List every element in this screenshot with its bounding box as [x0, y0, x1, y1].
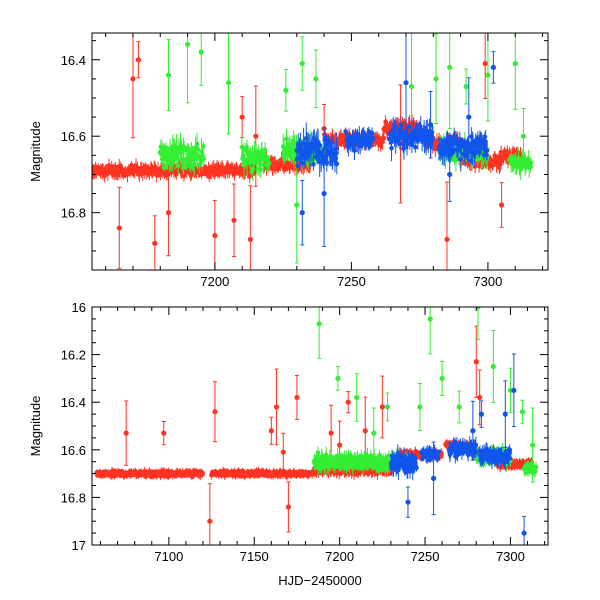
data-point — [262, 147, 268, 153]
outlier-point — [498, 202, 505, 208]
outlier-point — [165, 72, 172, 78]
data-point — [258, 167, 264, 172]
x-tick-label: 7300 — [473, 274, 502, 289]
series-blue — [294, 33, 496, 247]
outlier-point — [225, 80, 232, 86]
data-point — [357, 143, 363, 149]
data-point — [381, 135, 387, 141]
outlier-point — [408, 83, 415, 90]
data-point — [269, 156, 275, 162]
top-panel: 7200 7250 7300 16.4 16.6 16.8 Magnitude — [28, 32, 549, 289]
data-point — [484, 148, 490, 153]
outlier-point — [239, 114, 245, 120]
outlier-point — [313, 76, 319, 82]
outlier-point — [490, 64, 496, 71]
data-point — [477, 150, 482, 155]
data-point — [170, 158, 176, 164]
data-point — [528, 164, 533, 170]
outlier-point — [198, 49, 204, 55]
data-point — [311, 137, 317, 142]
y-axis-label: Magnitude — [28, 121, 43, 182]
data-point — [407, 124, 412, 130]
data-point — [397, 141, 403, 147]
data-point — [201, 156, 207, 162]
outlier-point — [299, 210, 305, 216]
data-point — [316, 149, 322, 155]
bottom-panel: 7100 7150 7200 7250 73001616.216.416.616.817… — [28, 300, 549, 588]
y-tick-label: 16.6 — [61, 129, 86, 144]
outlier-point — [433, 76, 439, 82]
data-point — [200, 470, 205, 476]
y-tick-label: 16.4 — [61, 53, 86, 68]
data-point — [334, 145, 339, 151]
data-point — [206, 174, 212, 179]
outlier-point — [283, 87, 289, 93]
data-point — [175, 163, 181, 168]
outlier-point — [512, 60, 518, 67]
data-point — [282, 156, 287, 162]
data-point — [324, 145, 330, 150]
data-point — [163, 145, 169, 150]
outlier-point — [231, 217, 237, 223]
data-point — [284, 136, 289, 141]
data-point — [200, 144, 206, 149]
outlier-point — [482, 60, 488, 67]
top-plot-area — [92, 33, 534, 270]
outlier-point — [152, 240, 158, 246]
outlier-point — [247, 236, 253, 243]
series-red — [94, 325, 535, 545]
data-point — [497, 161, 503, 167]
data-point — [317, 143, 323, 148]
data-point — [334, 161, 340, 167]
x-tick-label: 7250 — [337, 274, 366, 289]
outlier-point — [447, 171, 453, 178]
outlier-point — [294, 202, 300, 208]
outlier-point — [321, 125, 327, 132]
outlier-point — [403, 80, 409, 86]
data-point — [195, 146, 201, 152]
data-point — [393, 124, 399, 130]
outlier-point — [463, 83, 469, 90]
data-point — [482, 134, 488, 140]
outlier-point — [253, 133, 259, 139]
data-point — [250, 166, 256, 172]
data-point — [413, 144, 418, 150]
data-point — [266, 160, 272, 166]
outlier-point — [427, 122, 434, 128]
outlier-point — [165, 210, 172, 216]
data-point — [458, 156, 464, 162]
data-point — [295, 163, 300, 168]
data-point — [297, 155, 303, 161]
top-axes-frame — [91, 32, 549, 271]
x-tick-label: 7200 — [200, 274, 229, 289]
outlier-point — [116, 225, 122, 231]
data-point — [324, 160, 330, 165]
outlier-point — [520, 133, 527, 139]
data-point — [311, 162, 316, 167]
data-point — [115, 172, 121, 178]
outlier-point — [130, 76, 136, 82]
outlier-point — [447, 64, 453, 71]
outlier-point — [444, 236, 450, 243]
data-point — [430, 136, 436, 141]
outlier-point — [485, 72, 491, 78]
outlier-point — [135, 57, 142, 63]
data-point — [333, 155, 339, 161]
outlier-point — [466, 114, 472, 120]
data-point — [401, 145, 407, 150]
y-tick-label: 16.8 — [61, 206, 86, 221]
data-point — [448, 141, 454, 147]
outlier-point — [299, 60, 305, 67]
bottom-plot-area — [94, 307, 539, 545]
data-point — [300, 160, 305, 166]
data-point — [370, 136, 376, 142]
outlier-point — [212, 232, 218, 239]
outlier-point — [321, 190, 327, 197]
outlier-point — [184, 41, 191, 48]
